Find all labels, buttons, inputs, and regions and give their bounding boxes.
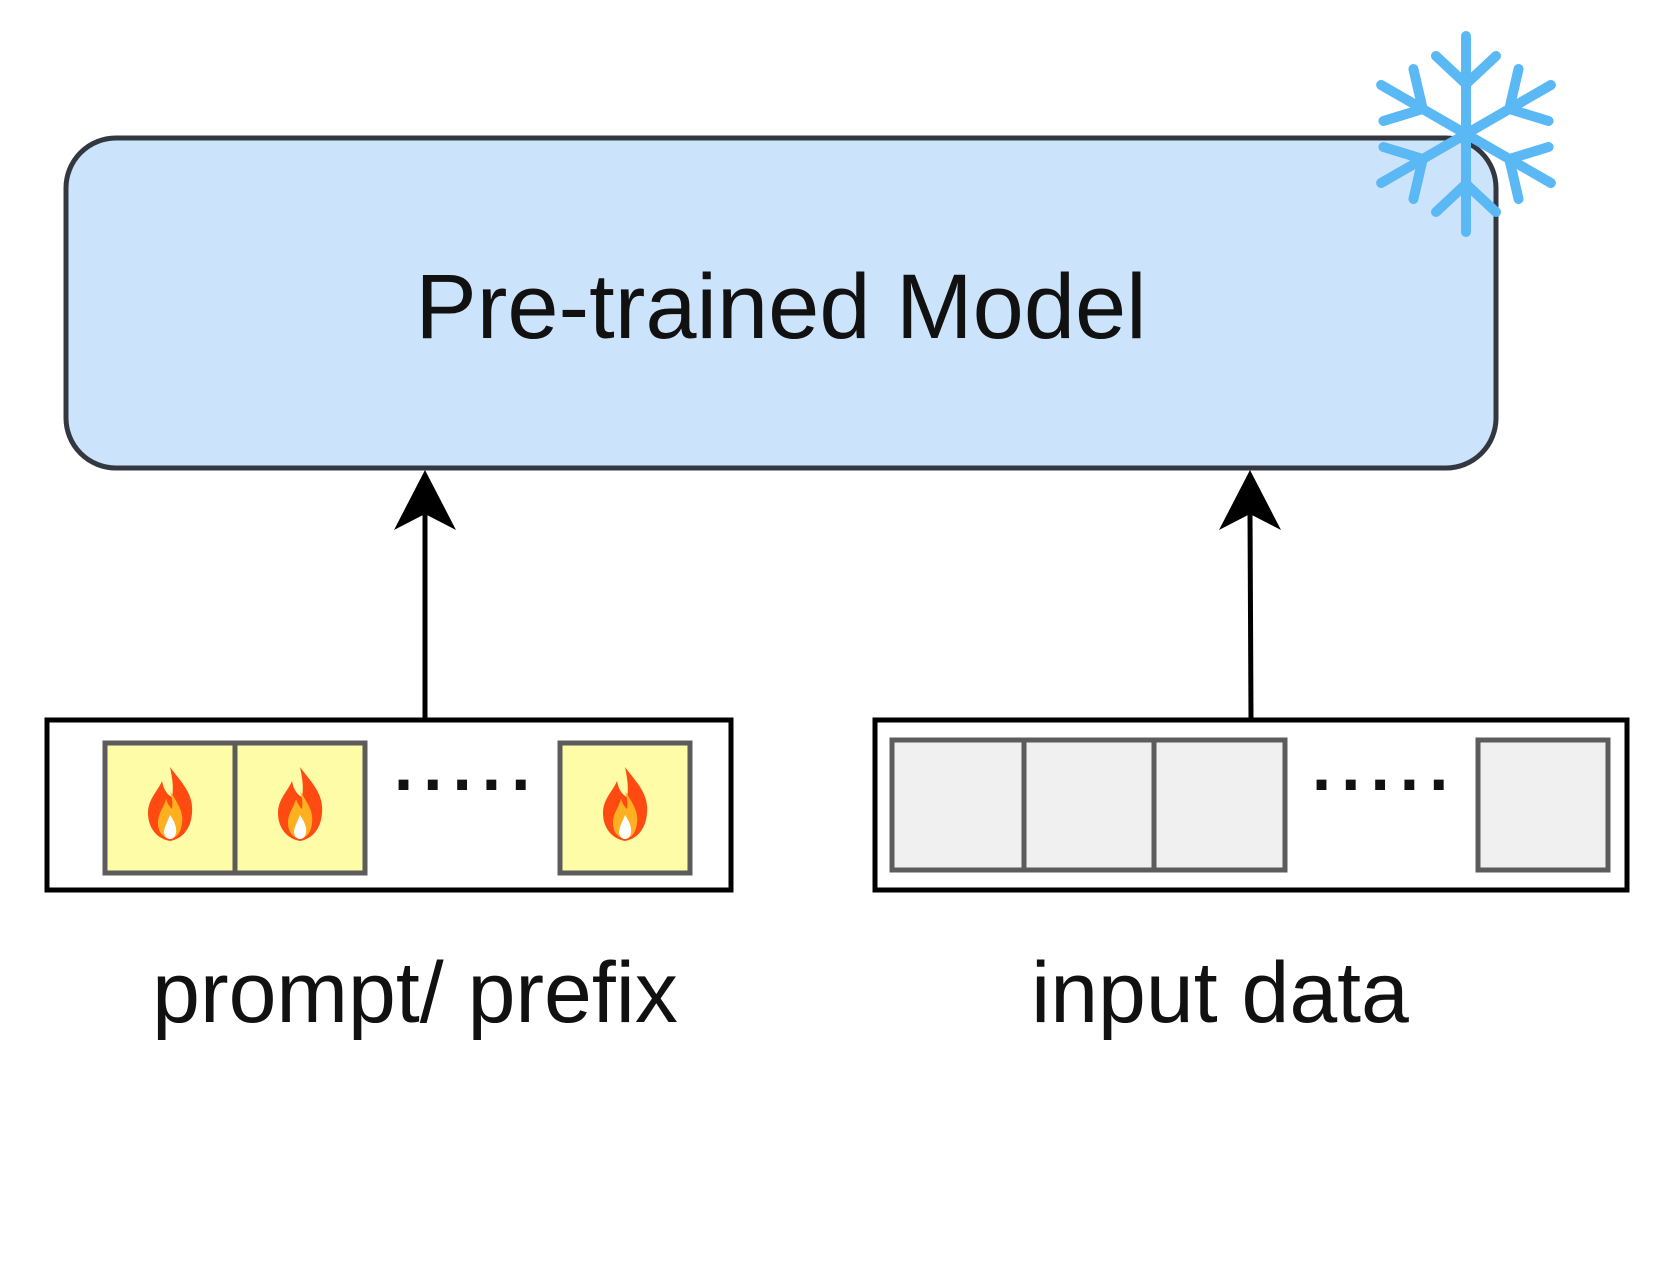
- snowflake-icon: [1376, 31, 1556, 237]
- input-token: [1151, 737, 1288, 873]
- input-sequence-ellipsis: ·····: [1312, 745, 1459, 823]
- input-token: [1475, 737, 1611, 873]
- input-data-sequence: ·····: [872, 717, 1630, 893]
- input-to-model-arrow: [1219, 470, 1281, 719]
- input-token: [1021, 737, 1157, 873]
- prompt-prefix-caption: prompt/ prefix: [152, 945, 678, 1041]
- input-token: [889, 737, 1027, 873]
- prompt-sequence-ellipsis: ·····: [394, 745, 541, 823]
- prompt-token: [232, 740, 368, 876]
- pretrained-model-box: [63, 135, 1499, 471]
- input-data-caption: input data: [1031, 945, 1409, 1041]
- prompt-token: [102, 740, 238, 876]
- prompt-prefix-sequence: ·····: [44, 717, 734, 893]
- pretrained-model-block: Pre-trained Model: [63, 135, 1499, 471]
- pretrained-model-label: Pre-trained Model: [415, 256, 1146, 358]
- prompt-to-model-arrow: [394, 470, 456, 718]
- prompt-token: [557, 740, 693, 876]
